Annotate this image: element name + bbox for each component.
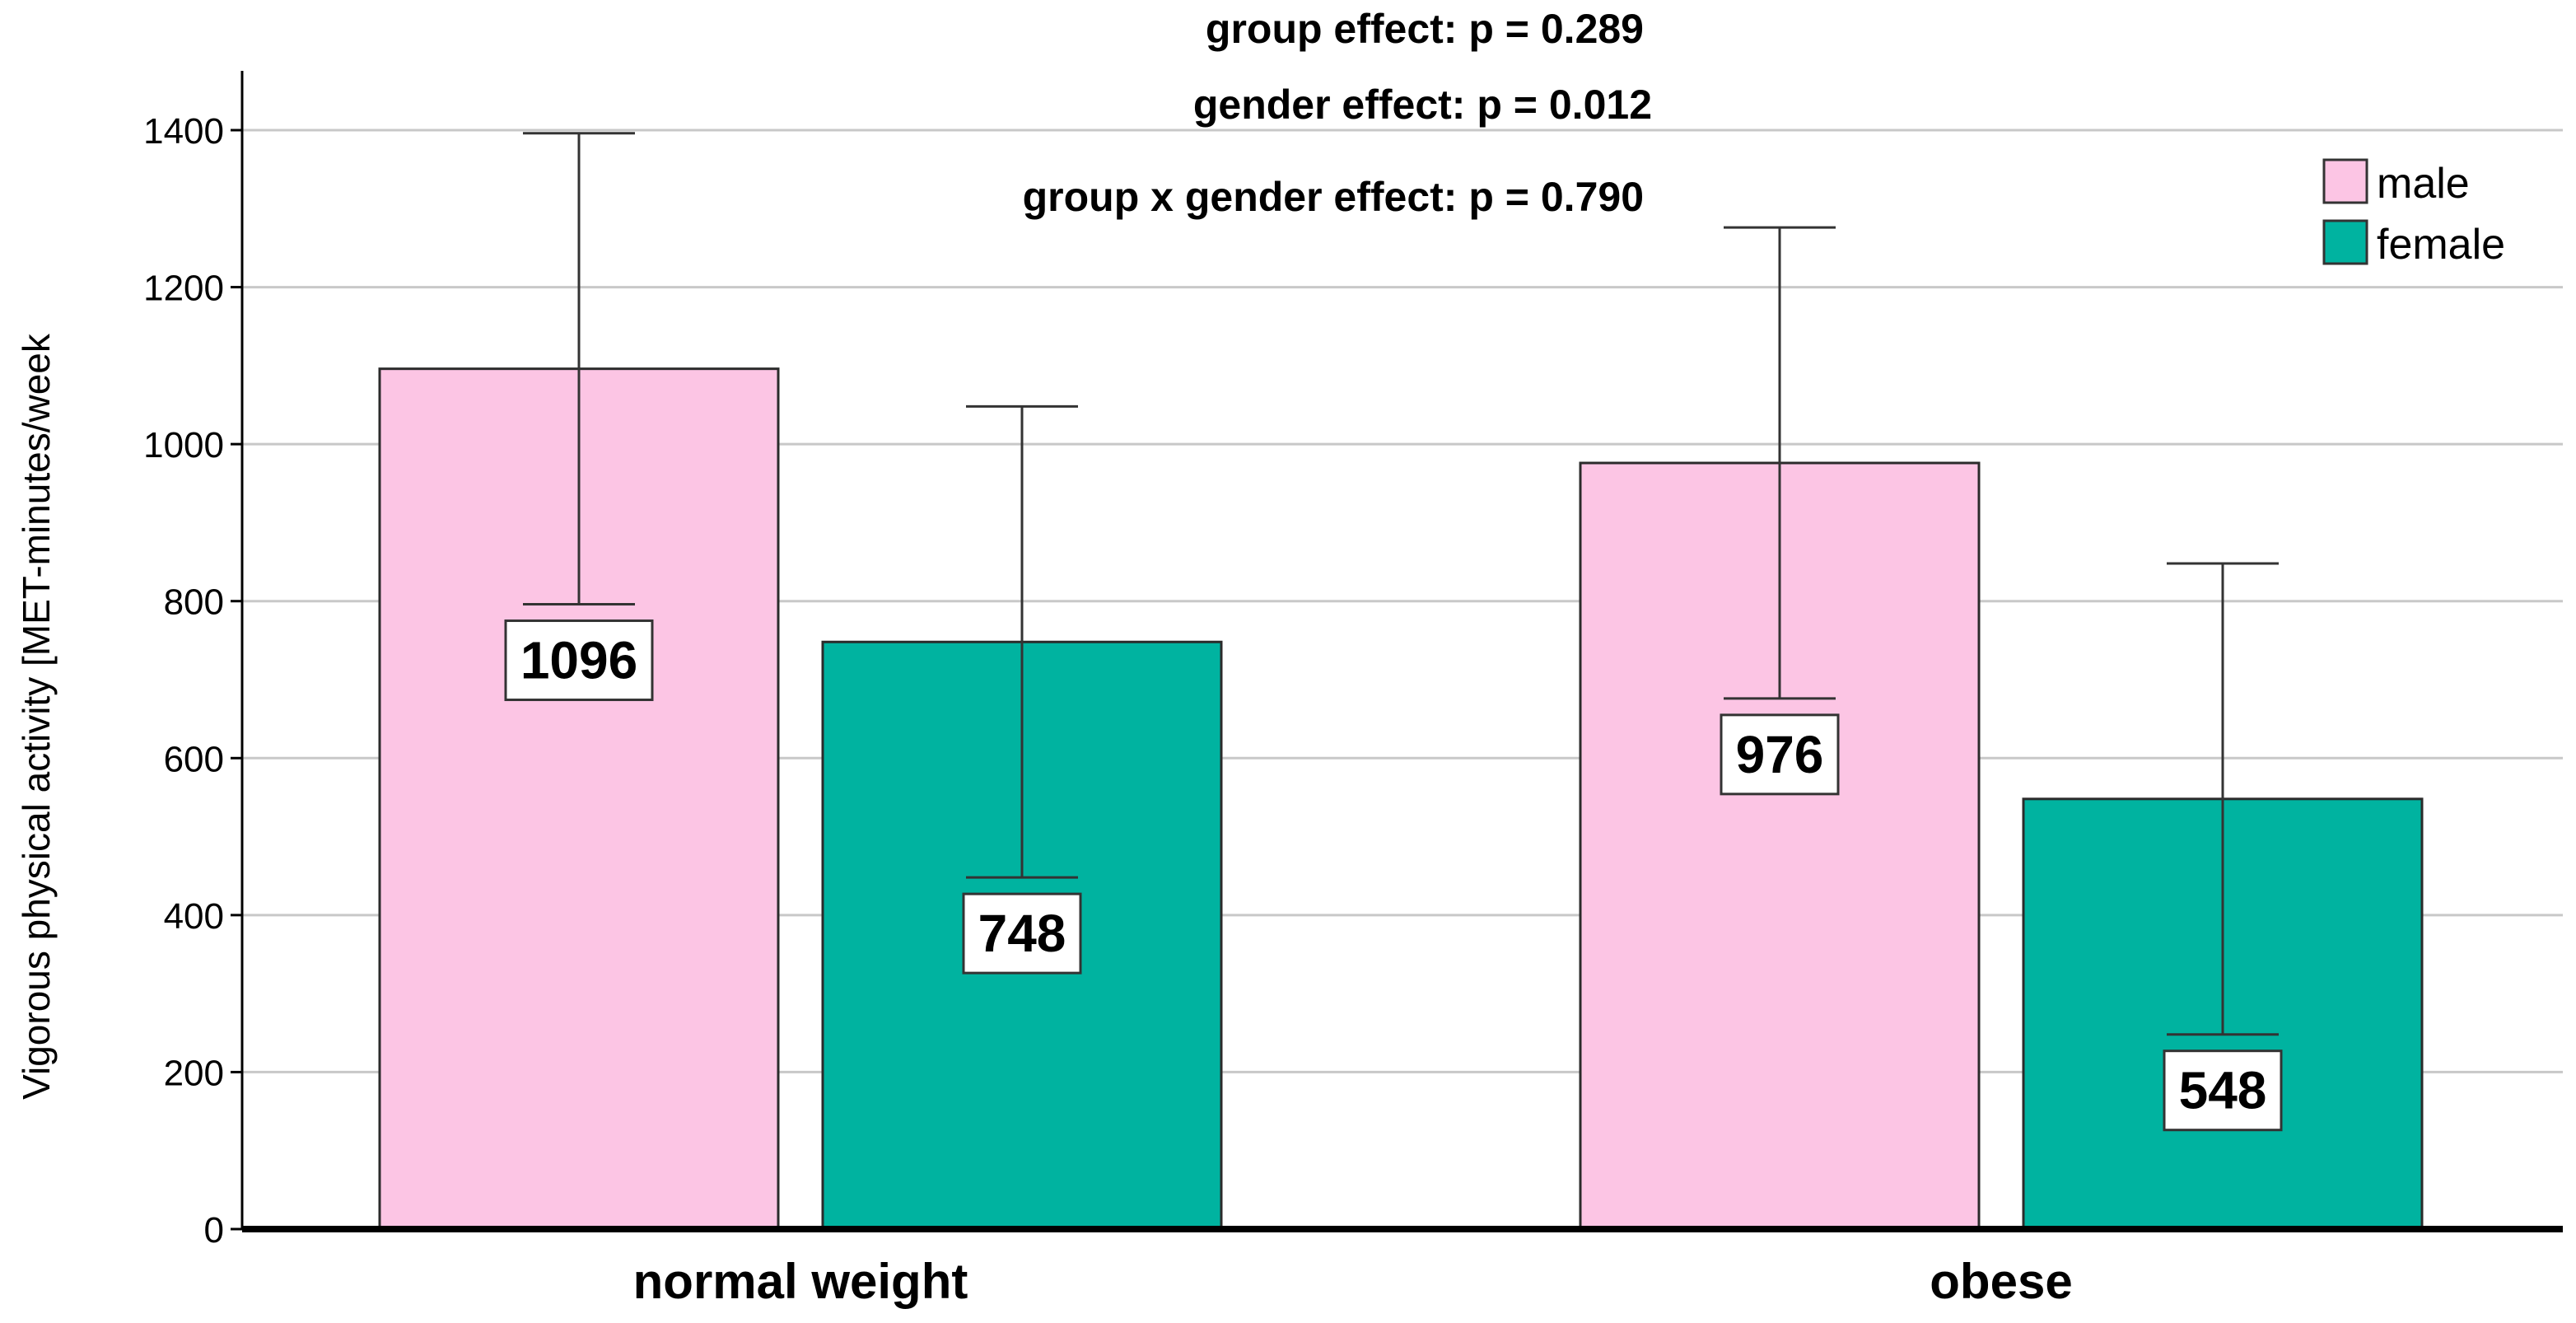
y-tick-labels: 0 200 400 600 800 1000 1200 1400 <box>143 111 242 1251</box>
x-category-normal-weight: normal weight <box>633 1254 968 1309</box>
legend-swatch-female <box>2322 219 2368 265</box>
y-tick-label-0: 0 <box>204 1210 224 1251</box>
data-label-normal-weight-male-box <box>504 619 654 702</box>
y-tick-label-1000: 1000 <box>143 425 224 465</box>
legend: male female <box>2322 158 2505 269</box>
y-tick-label-600: 600 <box>164 739 224 779</box>
data-label-normal-weight-male: 1096 <box>520 631 637 690</box>
y-tick-label-1200: 1200 <box>143 269 224 309</box>
y-axis-label: Vigorous physical activity [MET-minutes/… <box>15 333 58 1100</box>
bars <box>378 367 2424 1231</box>
y-tick-label-200: 200 <box>164 1053 224 1093</box>
legend-label-female: female <box>2377 221 2505 269</box>
legend-swatch-male <box>2322 158 2368 204</box>
annotation-group-effect: group effect: p = 0.289 <box>1206 6 1644 52</box>
data-label-obese-female: 548 <box>2179 1061 2267 1120</box>
annotation-gender-effect: gender effect: p = 0.012 <box>1193 82 1652 128</box>
data-label-normal-weight-female: 748 <box>978 904 1066 963</box>
data-label-obese-female-box <box>2163 1050 2283 1132</box>
x-category-obese: obese <box>1930 1254 2072 1309</box>
data-label-obese-male-box <box>1720 713 1840 796</box>
x-category-labels: normal weight obese <box>633 1254 2073 1309</box>
y-tick-label-400: 400 <box>164 896 224 937</box>
y-tick-label-800: 800 <box>164 582 224 623</box>
y-tick-label-1400: 1400 <box>143 111 224 152</box>
data-label-obese-male: 976 <box>1736 725 1824 784</box>
axes <box>240 71 2563 1232</box>
legend-label-male: male <box>2377 160 2470 208</box>
error-bars <box>523 132 2279 1036</box>
data-label-normal-weight-female-box <box>962 892 1082 975</box>
annotation-interaction-effect: group x gender effect: p = 0.790 <box>1023 174 1644 220</box>
data-labels: 1096 748 976 548 <box>504 619 2283 1132</box>
